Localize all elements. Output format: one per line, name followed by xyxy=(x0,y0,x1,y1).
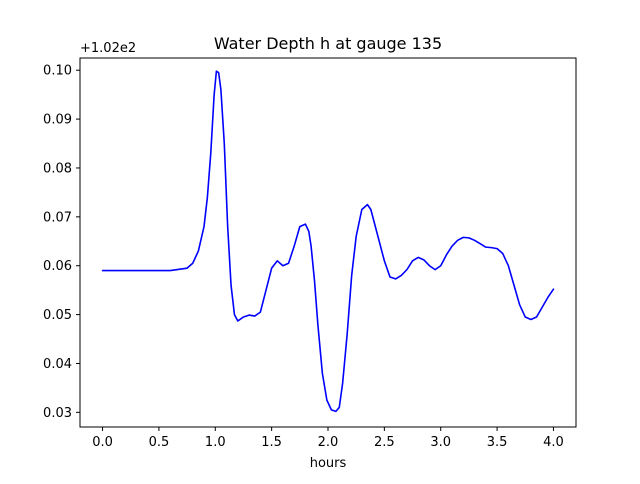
x-tick-label: 3.0 xyxy=(430,435,451,450)
y-tick-label: 0.06 xyxy=(43,259,72,274)
y-tick-label: 0.03 xyxy=(43,406,72,421)
x-tick-label: 0.5 xyxy=(149,435,170,450)
y-tick-label: 0.09 xyxy=(43,113,72,128)
x-tick-label: 2.0 xyxy=(318,435,339,450)
y-tick-label: 0.05 xyxy=(43,308,72,323)
y-axis: 0.03 0.04 0.05 0.06 0.07 0.08 0.09 0.10 xyxy=(43,64,80,421)
y-offset-label: +1.02e2 xyxy=(80,41,136,56)
x-tick-label: 4.0 xyxy=(543,435,564,450)
plot-frame xyxy=(79,57,577,428)
x-tick-label: 0.0 xyxy=(92,435,113,450)
x-tick-label: 3.5 xyxy=(487,435,508,450)
y-tick-label: 0.08 xyxy=(43,161,72,176)
y-tick-label: 0.07 xyxy=(43,210,72,225)
x-axis-label: hours xyxy=(310,456,347,471)
chart-title: Water Depth h at gauge 135 xyxy=(214,34,442,53)
x-tick-label: 2.5 xyxy=(374,435,395,450)
x-axis: 0.0 0.5 1.0 1.5 2.0 2.5 3.0 3.5 4.0 xyxy=(92,427,564,450)
x-tick-label: 1.5 xyxy=(261,435,282,450)
plot-area xyxy=(80,58,576,427)
x-tick-label: 1.0 xyxy=(205,435,226,450)
series-line xyxy=(101,70,555,413)
y-tick-label: 0.10 xyxy=(43,64,72,79)
y-tick-label: 0.04 xyxy=(43,357,72,372)
series-layer xyxy=(101,70,555,413)
